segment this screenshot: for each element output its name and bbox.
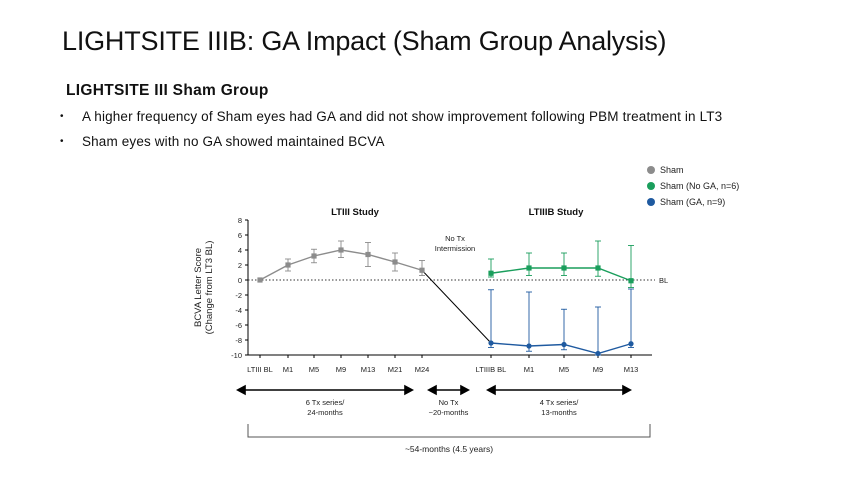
period-arrow-head [236, 384, 246, 396]
data-point [628, 341, 634, 347]
data-point [526, 265, 532, 271]
data-point [561, 265, 567, 271]
period-arrow-head [404, 384, 414, 396]
slide-subtitle: LIGHTSITE III Sham Group [66, 82, 269, 99]
series-line [490, 267, 632, 282]
x-tick-label: M21 [388, 365, 403, 374]
data-point [285, 262, 291, 268]
bullet-dot: • [60, 111, 64, 122]
period-arrow-head [622, 384, 632, 396]
panel-title-ltiiib: LTIIIB Study [529, 207, 584, 218]
y-tick-label: -6 [235, 321, 242, 330]
period-arrow-head [427, 384, 437, 396]
legend-label: Sham (No GA, n=6) [660, 181, 739, 191]
x-tick-label: M24 [415, 365, 430, 374]
y-tick-label: 6 [238, 231, 242, 240]
data-point [365, 251, 371, 258]
data-point [419, 267, 425, 273]
legend-marker [647, 198, 655, 206]
period-label: No Tx ~20-months [429, 398, 469, 417]
x-tick-label: M1 [283, 365, 293, 374]
period-arrow-head [486, 384, 496, 396]
total-duration-label: ~54-months (4.5 years) [405, 444, 493, 454]
y-tick-label: 0 [238, 276, 242, 285]
data-point [488, 340, 494, 346]
y-tick-label: -2 [235, 291, 242, 300]
x-tick-label: M13 [361, 365, 376, 374]
total-bracket [247, 424, 651, 438]
x-tick-label: M5 [309, 365, 319, 374]
data-point [595, 265, 601, 271]
baseline-label: BL [659, 276, 668, 285]
x-tick-label: LTIII BL [247, 365, 273, 374]
data-point [311, 253, 317, 259]
x-tick-label: M9 [593, 365, 603, 374]
data-point [488, 270, 494, 276]
x-tick-label: M13 [624, 365, 639, 374]
x-tick-label: M1 [524, 365, 534, 374]
y-tick-label: 8 [238, 216, 242, 225]
x-tick-label: LTIIIB BL [476, 365, 507, 374]
bullet-item: • A higher frequency of Sham eyes had GA … [60, 109, 722, 124]
bullet-text: A higher frequency of Sham eyes had GA a… [82, 109, 723, 124]
data-point [595, 350, 601, 357]
y-tick-label: -10 [231, 351, 242, 360]
intermission-label: No Tx Intermission [435, 234, 475, 253]
bullet-dot: • [60, 136, 64, 147]
period-arrow-head [460, 384, 470, 396]
data-point [561, 341, 567, 348]
y-tick-label: -8 [235, 336, 242, 345]
y-tick-label: 4 [238, 246, 242, 255]
slide-title: LIGHTSITE IIIB: GA Impact (Sham Group An… [62, 26, 667, 56]
bullet-text: Sham eyes with no GA showed maintained B… [82, 134, 385, 149]
x-tick-label: M5 [559, 365, 569, 374]
legend-marker [647, 182, 655, 190]
x-tick-label: M9 [336, 365, 346, 374]
period-label: 4 Tx series/13-months [540, 398, 580, 417]
y-tick-label: 2 [238, 261, 242, 270]
period-label: 6 Tx series/24-months [306, 398, 346, 417]
bullet-item: • Sham eyes with no GA showed maintained … [60, 134, 385, 149]
data-point [526, 343, 532, 349]
legend-marker [647, 166, 655, 174]
data-point [338, 247, 344, 253]
panel-title-ltiii: LTIII Study [331, 207, 380, 218]
legend-label: Sham [660, 165, 684, 175]
y-axis-label: BCVA Letter Score(Change from LT3 BL) [193, 241, 215, 335]
connector-line [421, 269, 492, 344]
legend-label: Sham (GA, n=9) [660, 197, 725, 207]
series-line [490, 342, 632, 355]
data-point [628, 278, 634, 284]
y-tick-label: -4 [235, 306, 242, 315]
data-point [257, 277, 263, 283]
data-point [392, 259, 398, 265]
